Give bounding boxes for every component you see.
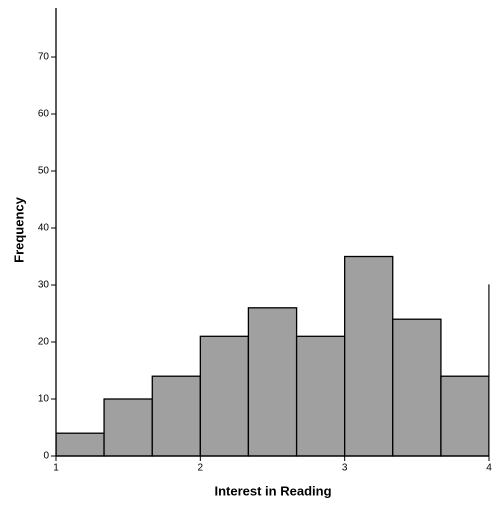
x-axis-label: Interest in Reading bbox=[214, 483, 331, 498]
bar bbox=[56, 432, 105, 457]
bar bbox=[344, 255, 394, 457]
y-tick-label: 30 bbox=[38, 280, 50, 291]
y-tick-label: 50 bbox=[38, 166, 50, 177]
x-tick-label: 3 bbox=[342, 463, 348, 474]
x-tick-label: 1 bbox=[53, 463, 59, 474]
bar bbox=[151, 375, 201, 457]
x-tick-label: 2 bbox=[198, 463, 204, 474]
y-tick-label: 20 bbox=[38, 337, 50, 348]
y-axis-label: Frequency bbox=[11, 196, 26, 263]
bar bbox=[392, 318, 442, 457]
y-tick-label: 70 bbox=[38, 52, 50, 63]
y-tick-label: 60 bbox=[38, 109, 50, 120]
y-tick-label: 0 bbox=[43, 451, 49, 462]
bar bbox=[440, 375, 490, 457]
bar bbox=[247, 307, 298, 457]
y-tick-label: 10 bbox=[38, 394, 50, 405]
bars bbox=[56, 255, 490, 457]
bar bbox=[199, 335, 250, 457]
x-tick-label: 4 bbox=[486, 463, 492, 474]
y-tick-label: 40 bbox=[38, 223, 50, 234]
bar bbox=[103, 398, 153, 457]
bar bbox=[295, 335, 346, 457]
bar bbox=[488, 284, 490, 457]
